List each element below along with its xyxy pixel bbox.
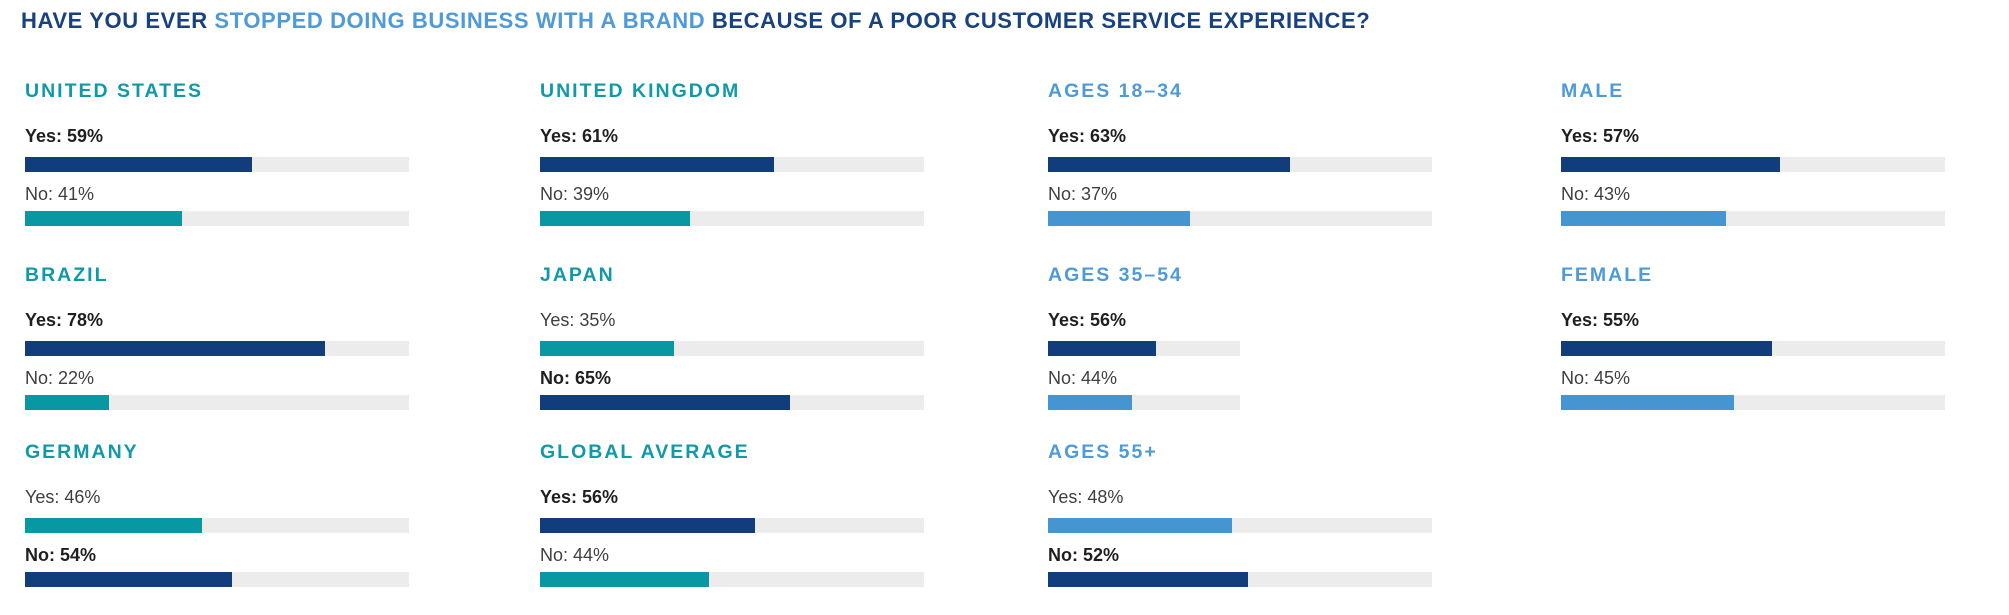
no-label: No: 44% [1048, 368, 1118, 388]
group-section-ages-55-plus: AGES 55+ Yes: 48% No: 52% [1048, 440, 1438, 600]
yes-bar-track [1048, 157, 1432, 172]
yes-bar-track [25, 518, 409, 533]
no-bar-fill [1048, 211, 1191, 226]
title-prefix: HAVE YOU EVER [21, 8, 215, 33]
yes-bar-fill [1561, 157, 1780, 172]
yes-bar-track [540, 518, 924, 533]
yes-label: Yes: 48% [1048, 487, 1124, 507]
yes-bar-track [25, 157, 409, 172]
yes-bar-track [540, 157, 924, 172]
no-bar-track [25, 572, 409, 587]
group-section-japan: JAPAN Yes: 35% No: 65% [540, 263, 930, 423]
yes-bar-fill [540, 518, 756, 533]
yes-label: Yes: 56% [1048, 310, 1127, 330]
no-label: No: 41% [25, 184, 95, 204]
title-suffix: BECAUSE OF A POOR CUSTOMER SERVICE EXPER… [705, 8, 1371, 33]
no-bar-fill [1048, 395, 1133, 410]
yes-bar-fill [25, 518, 202, 533]
yes-bar-track [540, 341, 924, 356]
no-label: No: 43% [1561, 184, 1631, 204]
yes-bar-track [25, 341, 409, 356]
group-section-ages-35-54: AGES 35–54 Yes: 56% No: 44% [1048, 263, 1438, 423]
yes-bar-fill [25, 157, 252, 172]
no-bar-fill [540, 572, 709, 587]
no-bar-track [1561, 395, 1945, 410]
yes-label: Yes: 57% [1561, 126, 1640, 146]
no-bar-track [540, 211, 924, 226]
yes-label: Yes: 61% [540, 126, 619, 146]
group-section-germany: GERMANY Yes: 46% No: 54% [25, 440, 415, 600]
group-header: MALE [1561, 80, 1625, 102]
yes-bar-fill [25, 341, 325, 356]
yes-bar-track [1561, 341, 1945, 356]
no-bar-fill [25, 395, 110, 410]
yes-label: Yes: 55% [1561, 310, 1640, 330]
yes-bar-fill [1048, 341, 1156, 356]
group-header: FEMALE [1561, 264, 1654, 286]
group-header: GERMANY [25, 441, 139, 463]
no-bar-fill [25, 211, 183, 226]
yes-bar-fill [1048, 157, 1290, 172]
yes-bar-fill [1561, 341, 1773, 356]
yes-label: Yes: 46% [25, 487, 101, 507]
no-bar-track [1048, 211, 1432, 226]
group-header: UNITED KINGDOM [540, 80, 741, 102]
group-header: JAPAN [540, 264, 615, 286]
no-bar-fill [1561, 395, 1734, 410]
no-label: No: 52% [1048, 545, 1120, 565]
group-header: BRAZIL [25, 264, 109, 286]
yes-label: Yes: 56% [540, 487, 619, 507]
group-header: AGES 35–54 [1048, 264, 1183, 286]
yes-label: Yes: 63% [1048, 126, 1127, 146]
group-section-ages-18-34: AGES 18–34 Yes: 63% No: 37% [1048, 79, 1438, 239]
no-bar-track [1561, 211, 1945, 226]
yes-bar-fill [1048, 518, 1233, 533]
group-header: AGES 55+ [1048, 441, 1158, 463]
yes-bar-track [1048, 341, 1240, 356]
group-section-female: FEMALE Yes: 55% No: 45% [1561, 263, 1951, 423]
no-label: No: 45% [1561, 368, 1631, 388]
group-section-brazil: BRAZIL Yes: 78% No: 22% [25, 263, 415, 423]
yes-bar-fill [540, 341, 675, 356]
no-bar-fill [1048, 572, 1248, 587]
no-label: No: 54% [25, 545, 97, 565]
no-bar-fill [25, 572, 233, 587]
no-bar-track [25, 211, 409, 226]
no-bar-fill [1561, 211, 1727, 226]
page-title: HAVE YOU EVER STOPPED DOING BUSINESS WIT… [21, 8, 1370, 34]
no-bar-track [1048, 395, 1240, 410]
yes-label: Yes: 35% [540, 310, 616, 330]
no-bar-fill [540, 395, 790, 410]
no-bar-track [25, 395, 409, 410]
no-bar-track [1048, 572, 1432, 587]
no-label: No: 65% [540, 368, 612, 388]
group-header: AGES 18–34 [1048, 80, 1183, 102]
no-label: No: 37% [1048, 184, 1118, 204]
no-label: No: 44% [540, 545, 610, 565]
group-section-global-average: GLOBAL AVERAGE Yes: 56% No: 44% [540, 440, 930, 600]
yes-bar-track [1561, 157, 1945, 172]
yes-bar-track [1048, 518, 1432, 533]
group-section-united-states: UNITED STATES Yes: 59% No: 41% [25, 79, 415, 239]
yes-label: Yes: 78% [25, 310, 104, 330]
no-label: No: 39% [540, 184, 610, 204]
group-header: GLOBAL AVERAGE [540, 441, 750, 463]
group-header: UNITED STATES [25, 80, 204, 102]
no-bar-track [540, 395, 924, 410]
no-label: No: 22% [25, 368, 95, 388]
yes-label: Yes: 59% [25, 126, 104, 146]
no-bar-track [540, 572, 924, 587]
group-section-united-kingdom: UNITED KINGDOM Yes: 61% No: 39% [540, 79, 930, 239]
title-highlight: STOPPED DOING BUSINESS WITH A BRAND [214, 8, 706, 33]
group-section-male: MALE Yes: 57% No: 43% [1561, 79, 1951, 239]
no-bar-fill [540, 211, 690, 226]
yes-bar-fill [540, 157, 775, 172]
